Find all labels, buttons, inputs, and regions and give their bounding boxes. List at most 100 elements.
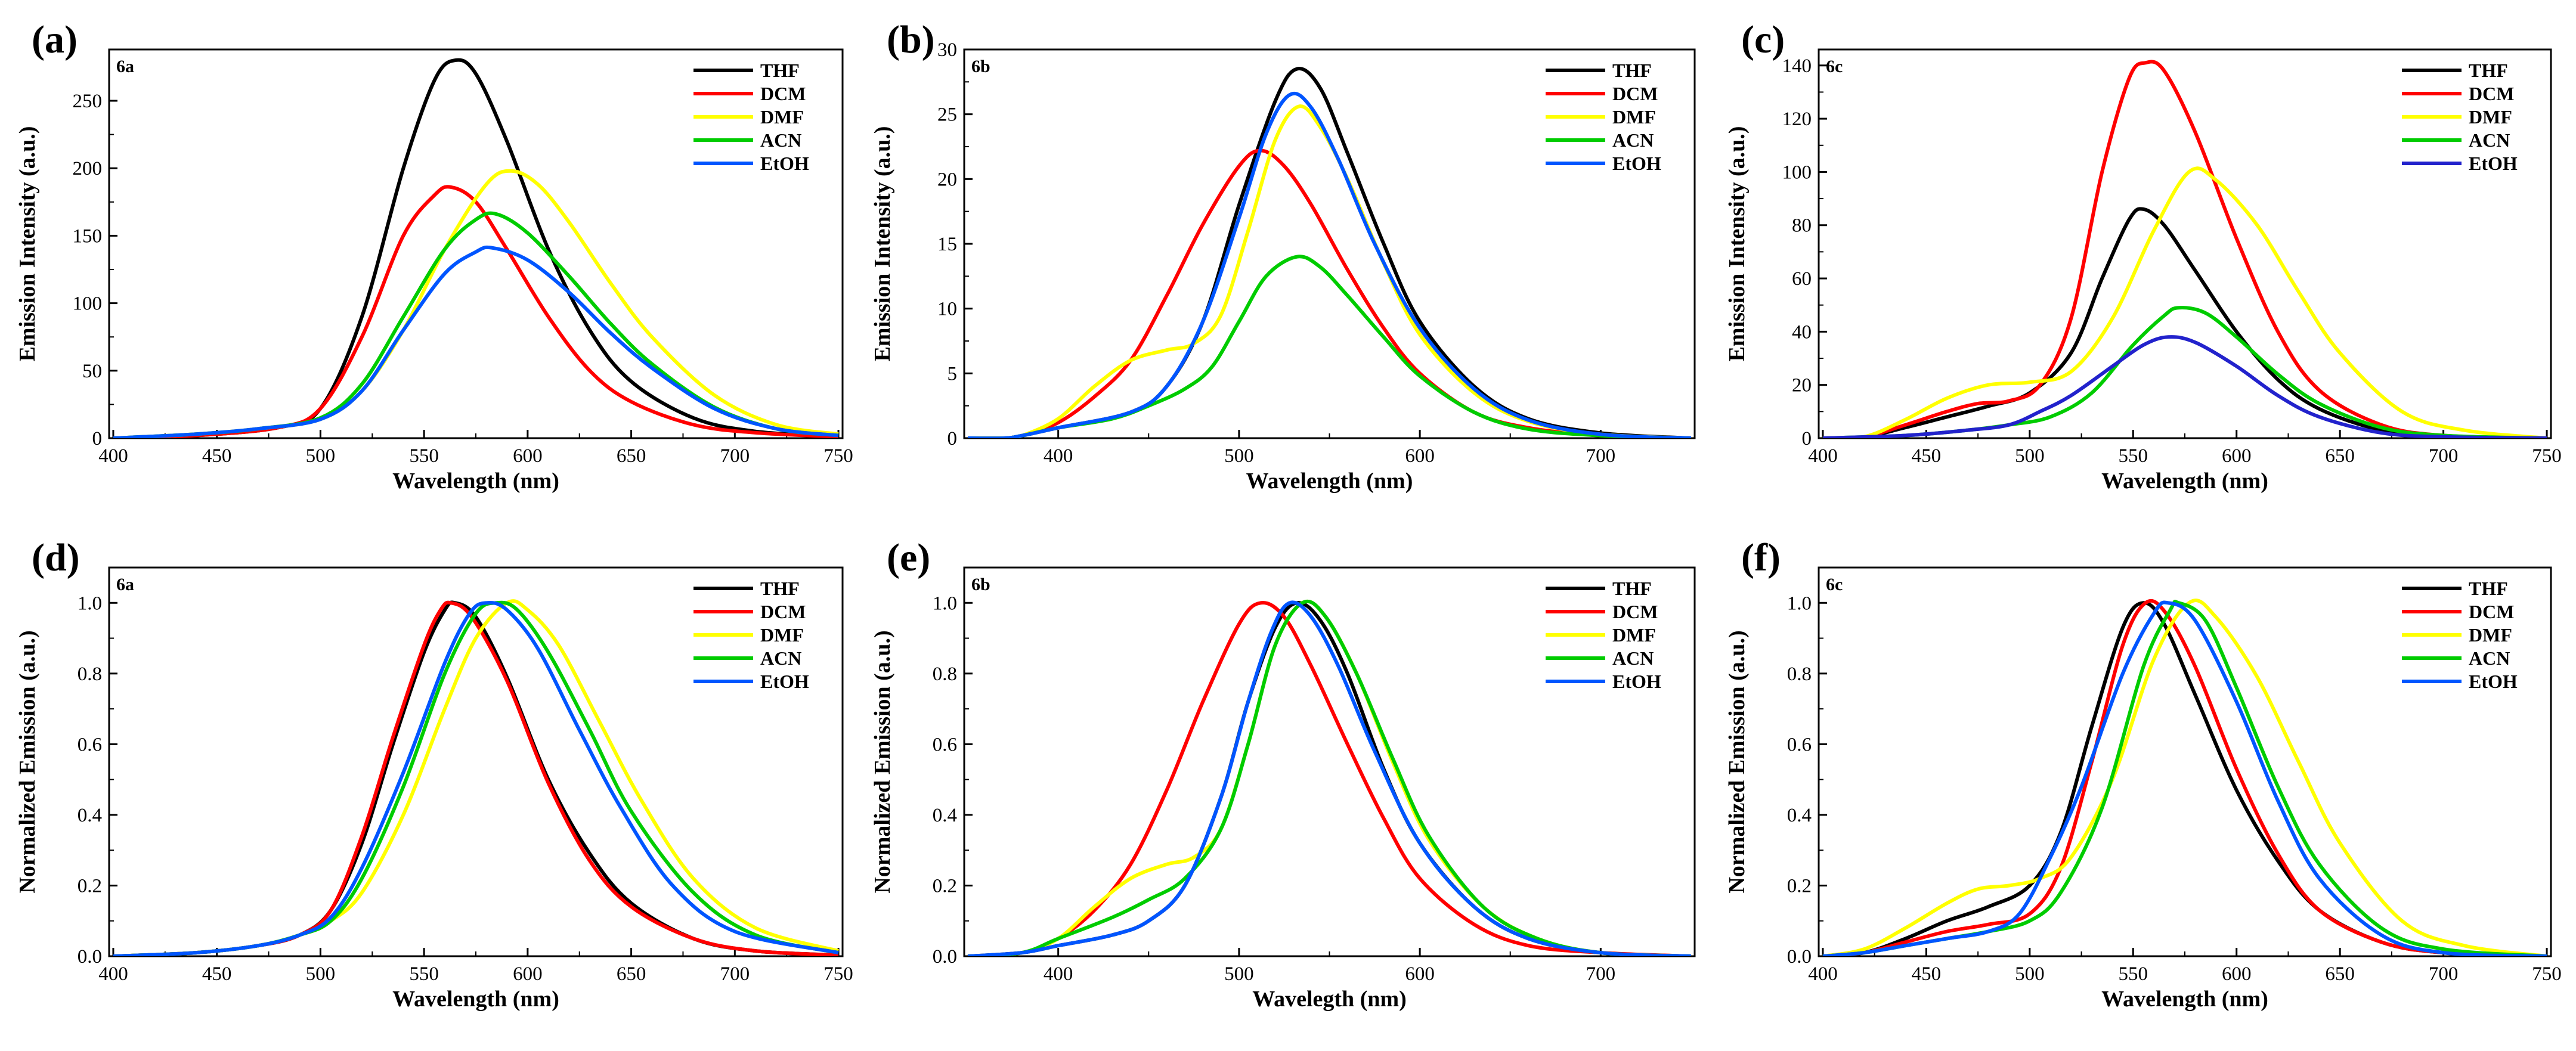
y-tick-label: 0.2 (933, 875, 957, 897)
x-tick-label: 700 (2429, 445, 2459, 467)
series-line-dcm (1822, 599, 2547, 956)
legend-label-thf: THF (1612, 60, 1652, 81)
series-line-etoh (1822, 600, 2547, 956)
x-tick-label: 400 (1808, 445, 1838, 467)
x-tick-label: 750 (2532, 445, 2562, 467)
y-tick-label: 1.0 (1787, 593, 1812, 614)
y-tick-label: 10 (937, 299, 957, 320)
y-tick-label: 250 (73, 91, 103, 112)
compound-label: 6a (116, 57, 134, 76)
x-axis-title: Wavelength (nm) (2101, 987, 2268, 1012)
y-axis-title: Emission Intensity (a.u.) (1724, 126, 1750, 362)
x-tick-label: 550 (409, 963, 439, 985)
x-tick-label: 600 (2222, 445, 2252, 467)
series-line-dmf (1822, 599, 2547, 956)
x-tick-label: 500 (2015, 963, 2045, 985)
panel-2: (b) 6b 400 500 600 700 0 5 10 15 20 25 30 Wavelength … (870, 18, 1696, 494)
x-axis-title: Wavelength (nm) (1246, 469, 1413, 494)
plot-frame (1818, 566, 2552, 957)
series-line-dmf (113, 599, 839, 956)
legend-label-dcm: DCM (2469, 83, 2514, 104)
panel-label: (b) (887, 18, 935, 61)
x-tick-label: 600 (513, 445, 543, 467)
legend-label-thf: THF (2469, 60, 2508, 81)
legend-label-dmf: DMF (1612, 624, 1656, 646)
legend-label-thf: THF (2469, 578, 2508, 599)
x-tick-label: 550 (409, 445, 439, 467)
legend-label-acn: ACN (1612, 647, 1654, 669)
compound-label: 6a (116, 575, 134, 594)
y-tick-label: 0.8 (78, 664, 102, 685)
y-tick-label: 40 (1792, 321, 1812, 343)
y-tick-label: 0.4 (1787, 805, 1812, 826)
y-tick-label: 0.0 (933, 946, 957, 968)
y-tick-label: 0.6 (78, 734, 102, 755)
x-tick-label: 400 (98, 445, 128, 467)
series-line-dcm (113, 600, 839, 956)
legend-label-dmf: DMF (2469, 624, 2512, 646)
y-tick-label: 0.8 (1787, 664, 1812, 685)
y-tick-label: 100 (1782, 162, 1812, 183)
series-line-thf (113, 600, 839, 956)
y-tick-label: 20 (1792, 375, 1812, 396)
x-tick-label: 750 (823, 445, 853, 467)
y-tick-label: 200 (73, 158, 103, 179)
y-tick-label: 0.0 (1787, 946, 1812, 968)
x-tick-label: 700 (1586, 963, 1616, 985)
series-line-thf (1822, 207, 2547, 438)
x-tick-label: 600 (1405, 445, 1435, 467)
series-line-dcm (1822, 60, 2547, 438)
y-tick-label: 0.2 (78, 875, 102, 897)
panel-label: (c) (1741, 18, 1785, 61)
series-line-thf (1822, 601, 2547, 956)
x-axis-title: Wavelength (nm) (392, 469, 559, 494)
legend-label-thf: THF (760, 578, 800, 599)
y-tick-label: 50 (82, 361, 102, 382)
series-line-dmf (967, 599, 1692, 956)
series-line-dcm (113, 185, 839, 438)
y-tick-label: 60 (1792, 268, 1812, 290)
x-tick-label: 400 (1808, 963, 1838, 985)
x-tick-label: 450 (202, 445, 232, 467)
y-tick-label: 0.4 (933, 805, 957, 826)
y-axis-title: Normalized Emission (a.u.) (15, 630, 40, 893)
series-line-etoh (968, 91, 1692, 438)
legend-label-acn: ACN (2469, 647, 2510, 669)
y-tick-label: 25 (937, 104, 957, 126)
y-tick-label: 15 (937, 234, 957, 255)
y-tick-label: 0.2 (1787, 875, 1812, 897)
compound-label: 6c (1826, 57, 1843, 76)
x-tick-label: 400 (98, 963, 128, 985)
legend-label-etoh: EtOH (1612, 671, 1661, 692)
x-tick-label: 600 (2222, 963, 2252, 985)
x-axis-title: Wavelegth (nm) (1252, 987, 1407, 1012)
x-axis-title: Wavelength (nm) (2101, 469, 2268, 494)
legend-label-thf: THF (760, 60, 800, 81)
legend-label-dcm: DCM (1612, 83, 1658, 104)
panel-6: (f) 6c 400 450 500 550 600 650 700 750 0.0 0.2 0.4 0.… (1724, 536, 2562, 1012)
x-tick-label: 750 (2532, 963, 2562, 985)
series-line-dcm (967, 601, 1692, 956)
x-tick-label: 500 (2015, 445, 2045, 467)
series-line-acn (1822, 306, 2547, 438)
panel-5: (e) 6b 400 500 600 700 0.0 0.2 0.4 0.6 0.8 1.0 Wavel… (870, 536, 1696, 1012)
x-tick-label: 550 (2119, 963, 2148, 985)
series-line-thf (968, 67, 1692, 438)
compound-label: 6b (971, 57, 990, 76)
x-tick-label: 450 (1912, 445, 1942, 467)
compound-label: 6b (971, 575, 990, 594)
panel-label: (d) (32, 536, 80, 579)
y-tick-label: 20 (937, 169, 957, 190)
panel-1: (a) 6a 400 450 500 550 600 650 700 750 0 50 100 150 20… (15, 18, 853, 494)
panel-label: (e) (887, 536, 930, 579)
y-tick-label: 100 (73, 293, 103, 315)
x-tick-label: 700 (720, 963, 750, 985)
y-tick-label: 80 (1792, 215, 1812, 237)
panel-3: (c) 6c 400 450 500 550 600 650 700 750 0 20 40 60 80 10… (1724, 18, 2562, 494)
y-tick-label: 0.6 (1787, 734, 1812, 755)
y-tick-label: 0.4 (78, 805, 102, 826)
y-tick-label: 0.8 (933, 664, 957, 685)
y-tick-label: 0 (92, 428, 103, 449)
series-line-dmf (968, 104, 1692, 438)
legend-label-etoh: EtOH (2469, 153, 2518, 174)
